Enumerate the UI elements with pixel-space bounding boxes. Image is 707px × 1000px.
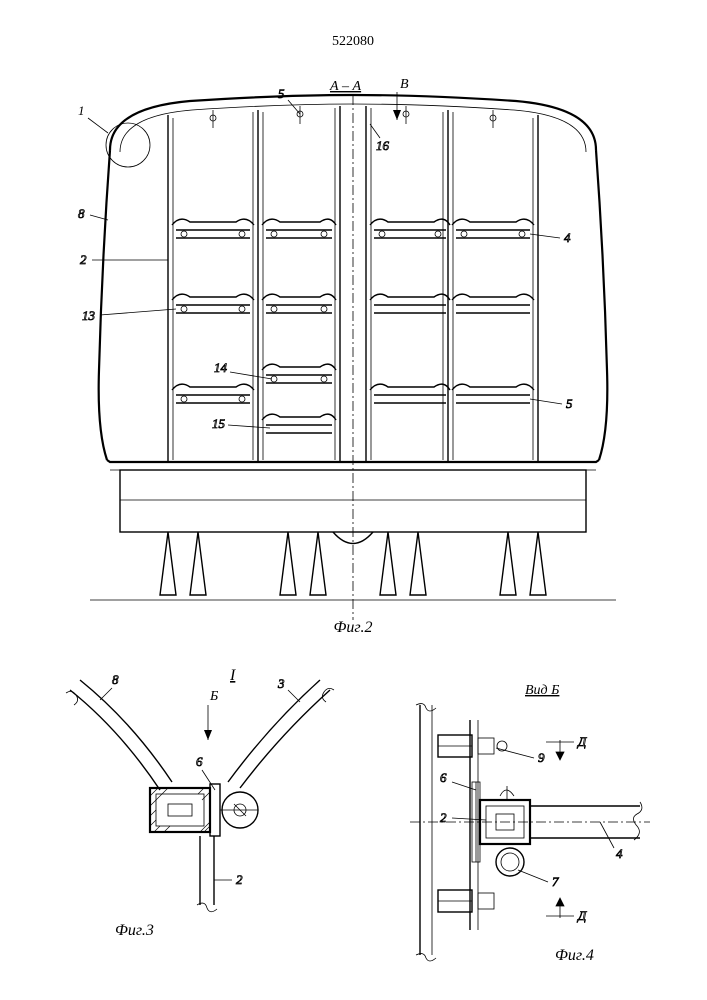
fig4-ref-6: 6 [440, 770, 447, 785]
fig4-sect-d2: Д [576, 908, 587, 923]
fig4-ref-2: 2 [440, 810, 447, 825]
fig3-arrow-b: Б [209, 689, 218, 704]
fig3-ref-2: 2 [236, 872, 243, 887]
fig2-ref-4: 4 [564, 230, 571, 245]
figure-4: Вид Б Д Д 9 6 2 [410, 683, 650, 964]
fig2-ref-16: 16 [376, 138, 390, 153]
fig4-view-label: Вид Б [525, 683, 559, 698]
fig4-ref-7: 7 [552, 874, 559, 889]
fig3-ref-3: 3 [277, 676, 285, 691]
fig4-ref-4: 4 [616, 846, 623, 861]
patent-number: 522080 [332, 34, 374, 49]
fig2-ref-8: 8 [78, 206, 85, 221]
fig2-caption: Фиг.2 [334, 619, 373, 636]
fig2-ref-15: 15 [212, 416, 226, 431]
figure-3: I Б 8 3 6 [66, 667, 334, 939]
fig4-caption: Фиг.4 [555, 947, 594, 964]
fig2-ref-1: 1 [78, 103, 85, 118]
fig3-ref-6: 6 [196, 754, 203, 769]
fig2-ref-13: 13 [82, 308, 96, 323]
fig2-ref-5r: 5 [566, 396, 573, 411]
fig3-caption: Фиг.3 [115, 922, 154, 939]
patent-drawing-page: 522080 А – А В 1 [0, 0, 707, 1000]
fig4-sect-d1: Д [576, 734, 587, 749]
fig4-ref-9: 9 [538, 750, 545, 765]
figure-2: А – А В 1 [78, 77, 616, 636]
fig2-ref-5t: 5 [278, 86, 285, 101]
drawing-svg: 522080 А – А В 1 [0, 0, 707, 1000]
fig2-section-label: А – А [329, 79, 362, 94]
fig2-ref-2: 2 [80, 252, 87, 267]
fig2-arrow-b: В [400, 77, 409, 92]
fig3-title: I [229, 667, 236, 684]
fig3-ref-8: 8 [112, 672, 119, 687]
fig2-ref-14: 14 [214, 360, 228, 375]
